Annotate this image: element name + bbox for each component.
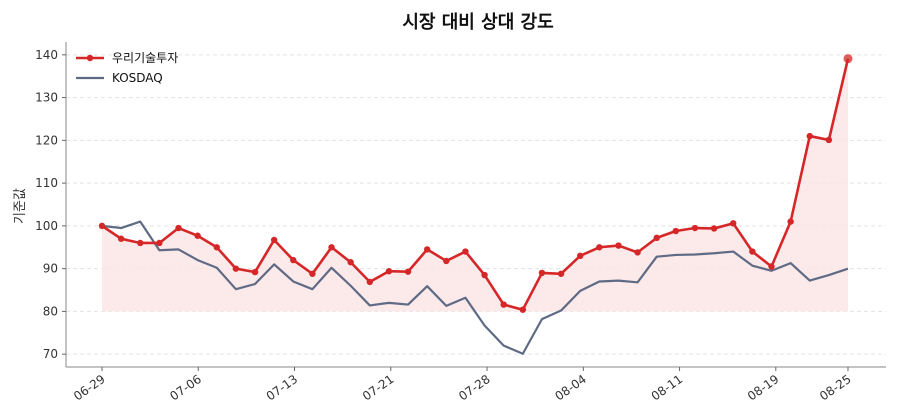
y-axis-label: 기준값 [13, 188, 28, 224]
fill-layer [102, 58, 848, 312]
stock-point [653, 234, 660, 242]
stock-fill-area [102, 58, 848, 312]
series-layer [98, 54, 853, 355]
x-tick-label: 08-19 [745, 372, 782, 403]
stock-point [710, 225, 718, 232]
stock-point [557, 270, 565, 277]
stock-point [519, 306, 527, 313]
stock-point [194, 232, 201, 239]
stock-point [691, 224, 699, 232]
stock-point [385, 268, 393, 275]
stock-point [500, 301, 507, 308]
stock-point [596, 244, 603, 251]
stock-point [462, 248, 469, 255]
stock-point [825, 136, 833, 144]
stock-point [156, 239, 163, 247]
stock-point [577, 252, 584, 260]
stock-point [404, 268, 412, 275]
stock-point [615, 242, 622, 249]
x-tick-label: 07-06 [167, 372, 204, 403]
stock-point [730, 220, 737, 227]
index-line [101, 220, 849, 355]
stock-point [137, 239, 144, 247]
x-tick-label: 08-11 [649, 372, 686, 403]
x-tick-label: 08-04 [552, 372, 589, 403]
x-tick-label: 07-13 [264, 372, 301, 403]
stock-point [213, 244, 220, 251]
y-tick-label: 130 [35, 91, 58, 105]
stock-point [328, 244, 335, 251]
stock-point [443, 257, 450, 265]
axes [65, 42, 886, 368]
legend-marker [86, 54, 94, 62]
stock-point [787, 218, 794, 225]
y-axis-ticks: 70 80 90 100 110 120 130 140 [35, 48, 66, 361]
stock-point [806, 132, 813, 140]
stock-point [251, 268, 259, 276]
stock-point [423, 246, 431, 253]
x-axis-ticks: 06-29 07-06 07-13 07-21 07-28 08-04 08-11 08-19… [71, 367, 854, 403]
x-tick-label: 06-29 [71, 372, 108, 403]
stock-point [749, 248, 756, 255]
y-tick-label: 80 [43, 304, 58, 318]
chart-title: 시장 대비 상대 강도 [402, 12, 553, 33]
y-tick-label: 140 [35, 48, 58, 62]
y-tick-label: 120 [35, 133, 58, 147]
y-tick-label: 70 [43, 347, 58, 361]
y-tick-label: 100 [35, 219, 58, 233]
stock-point [309, 270, 316, 277]
stock-point [634, 249, 641, 256]
stock-point [768, 263, 775, 270]
stock-point [347, 259, 354, 266]
stock-point [366, 278, 373, 286]
stock-point [672, 227, 680, 235]
x-tick-label: 08-25 [817, 372, 854, 403]
stock-point [538, 269, 546, 277]
stock-line [101, 58, 850, 311]
y-tick-label: 90 [43, 262, 58, 276]
stock-point [290, 256, 297, 264]
legend-label: 우리기술투자 [112, 51, 178, 65]
x-tick-label: 07-28 [456, 372, 493, 403]
stock-point [481, 271, 488, 279]
stock-point [270, 236, 278, 244]
stock-point [98, 222, 106, 230]
stock-point [843, 54, 853, 64]
y-tick-label: 110 [35, 176, 58, 190]
legend-label: KOSDAQ [112, 71, 163, 85]
x-tick-label: 07-21 [360, 372, 397, 403]
stock-point [175, 224, 182, 232]
stock-point [117, 235, 125, 242]
stock-point [232, 265, 240, 272]
legend: 우리기술투자 KOSDAQ [76, 51, 178, 85]
